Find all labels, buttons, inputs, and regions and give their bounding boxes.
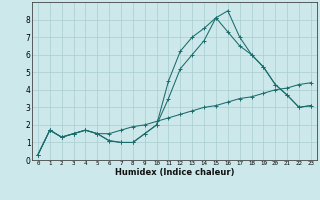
X-axis label: Humidex (Indice chaleur): Humidex (Indice chaleur): [115, 168, 234, 177]
